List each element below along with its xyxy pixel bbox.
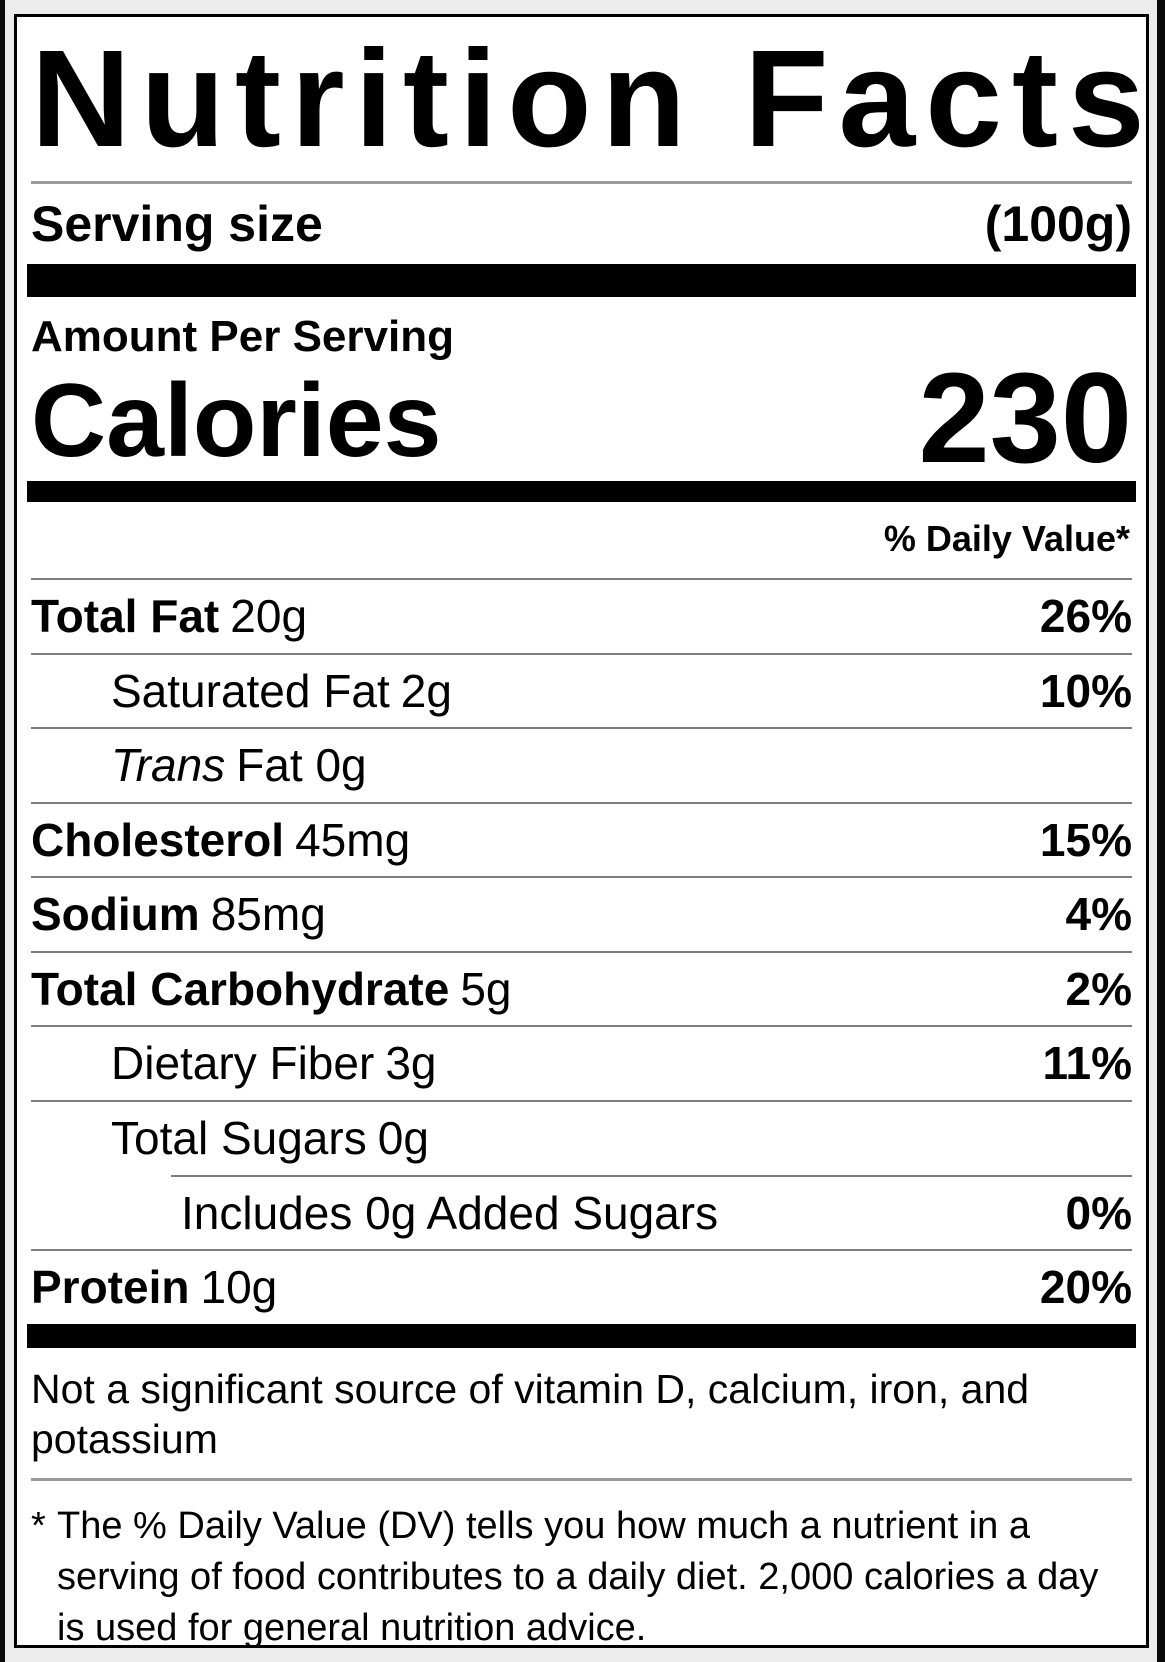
nutrient-row-text: Protein 10g [31,1262,277,1313]
calories-label: Calories [31,362,442,479]
nutrient-name: Cholesterol [31,813,285,866]
nutrient-row-text: Cholesterol 45mg [31,813,411,866]
serving-size-value: (100g) [984,196,1132,252]
nutrient-row: Dietary Fiber 3g 11% [31,1027,1132,1100]
nutrient-daily-value: 2% [1065,962,1132,1015]
nutrient-amount: 5g [460,962,512,1015]
row-divider [171,1174,1132,1177]
nutrient-daily-value: 11% [1042,1037,1132,1090]
nutrient-daily-value: 26% [1039,589,1132,642]
nutrient-amount: 10g [200,1261,278,1314]
screen-edge-right [1157,0,1165,1662]
thick-bar-serving [27,264,1136,297]
screen-edge-left [0,0,5,1662]
nutrient-name: Total Fat [31,589,220,642]
nutrient-row-text: Sodium 85mg [31,889,326,940]
nutrient-row: Total Sugars 0g [31,1102,1132,1175]
thick-bar-protein [27,1323,1136,1348]
footnote: * The % Daily Value (DV) tells you how m… [31,1481,1132,1648]
nutrient-name: Total Carbohydrate [31,962,450,1015]
nutrient-row-text: Total Fat 20g [31,591,307,642]
daily-value-header: % Daily Value* [883,517,1130,559]
insignificant-nutrients-note: Not a significant source of vitamin D, c… [31,1365,1030,1462]
nutrient-row-text: Total Sugars 0g [111,1113,429,1164]
nutrient-row: Cholesterol 45mg 15% [31,804,1132,877]
nutrient-row-text: Includes 0g Added Sugars [181,1186,719,1239]
nutrient-row-text: Trans Fat 0g [111,740,367,791]
nutrient-row: Protein 10g 20% [31,1251,1132,1324]
serving-size-label: Serving size [31,196,323,252]
nutrient-row: Trans Fat 0g [31,729,1132,802]
nutrient-daily-value: 10% [1039,664,1132,717]
amount-per-serving-label: Amount Per Serving [31,312,454,361]
row-divider [31,727,1132,730]
nutrient-name: Dietary Fiber [111,1037,375,1090]
nutrient-row: Sodium 85mg 4% [31,878,1132,951]
nutrition-facts-label: Nutrition Facts Serving size (100g) Amou… [14,14,1149,1648]
label-title: Nutrition Facts [31,22,1149,176]
nutrient-name: Sodium [31,888,200,941]
row-divider [31,1025,1132,1028]
nutrient-name: Trans [111,739,226,792]
nutrient-row: Total Fat 20g 26% [31,580,1132,653]
nutrient-amount: 2g [400,664,452,717]
row-divider [31,950,1132,953]
nutrient-rows: Total Fat 20g 26% Saturated Fat 2g 10% Tra… [31,577,1132,1324]
nutrient-name: Protein [31,1261,190,1314]
row-divider [31,577,1132,580]
nutrient-amount: 3g [385,1037,437,1090]
nutrient-name: Total Sugars [111,1112,367,1165]
nutrient-amount: 45mg [295,813,411,866]
nutrient-row: Saturated Fat 2g 10% [31,655,1132,728]
nutrient-amount: 85mg [210,888,326,941]
footnote-text: The % Daily Value (DV) tells you how muc… [57,1504,1099,1648]
nutrient-name: Includes 0g Added Sugars [181,1186,719,1239]
nutrient-daily-value: 15% [1039,813,1132,866]
calories-row: Calories 230 [31,347,1132,491]
row-divider [31,1100,1132,1103]
nutrient-amount: Fat 0g [236,739,367,792]
nutrient-daily-value: 0% [1065,1186,1132,1239]
footnote-marker: * [31,1504,46,1547]
row-divider [31,876,1132,879]
row-divider [31,652,1132,655]
nutrient-row-text: Saturated Fat 2g [111,664,452,717]
thick-bar-calories [27,480,1136,502]
nutrient-daily-value: 4% [1065,888,1132,941]
nutrient-amount: 20g [230,589,308,642]
footnote-divider [31,1477,1132,1481]
row-divider [31,1249,1132,1252]
nutrient-row-text: Dietary Fiber 3g [111,1038,437,1089]
nutrient-row: Includes 0g Added Sugars 0% [31,1177,1132,1250]
nutrient-row-text: Total Carbohydrate 5g [31,964,512,1015]
nutrient-row: Total Carbohydrate 5g 2% [31,953,1132,1026]
nutrient-name: Saturated Fat [111,664,390,717]
nutrient-amount: 0g [377,1112,429,1165]
nutrient-daily-value: 20% [1039,1261,1132,1314]
row-divider [31,801,1132,804]
calories-value: 230 [918,347,1132,491]
title-divider [31,181,1132,184]
serving-size-row: Serving size (100g) [31,184,1132,264]
